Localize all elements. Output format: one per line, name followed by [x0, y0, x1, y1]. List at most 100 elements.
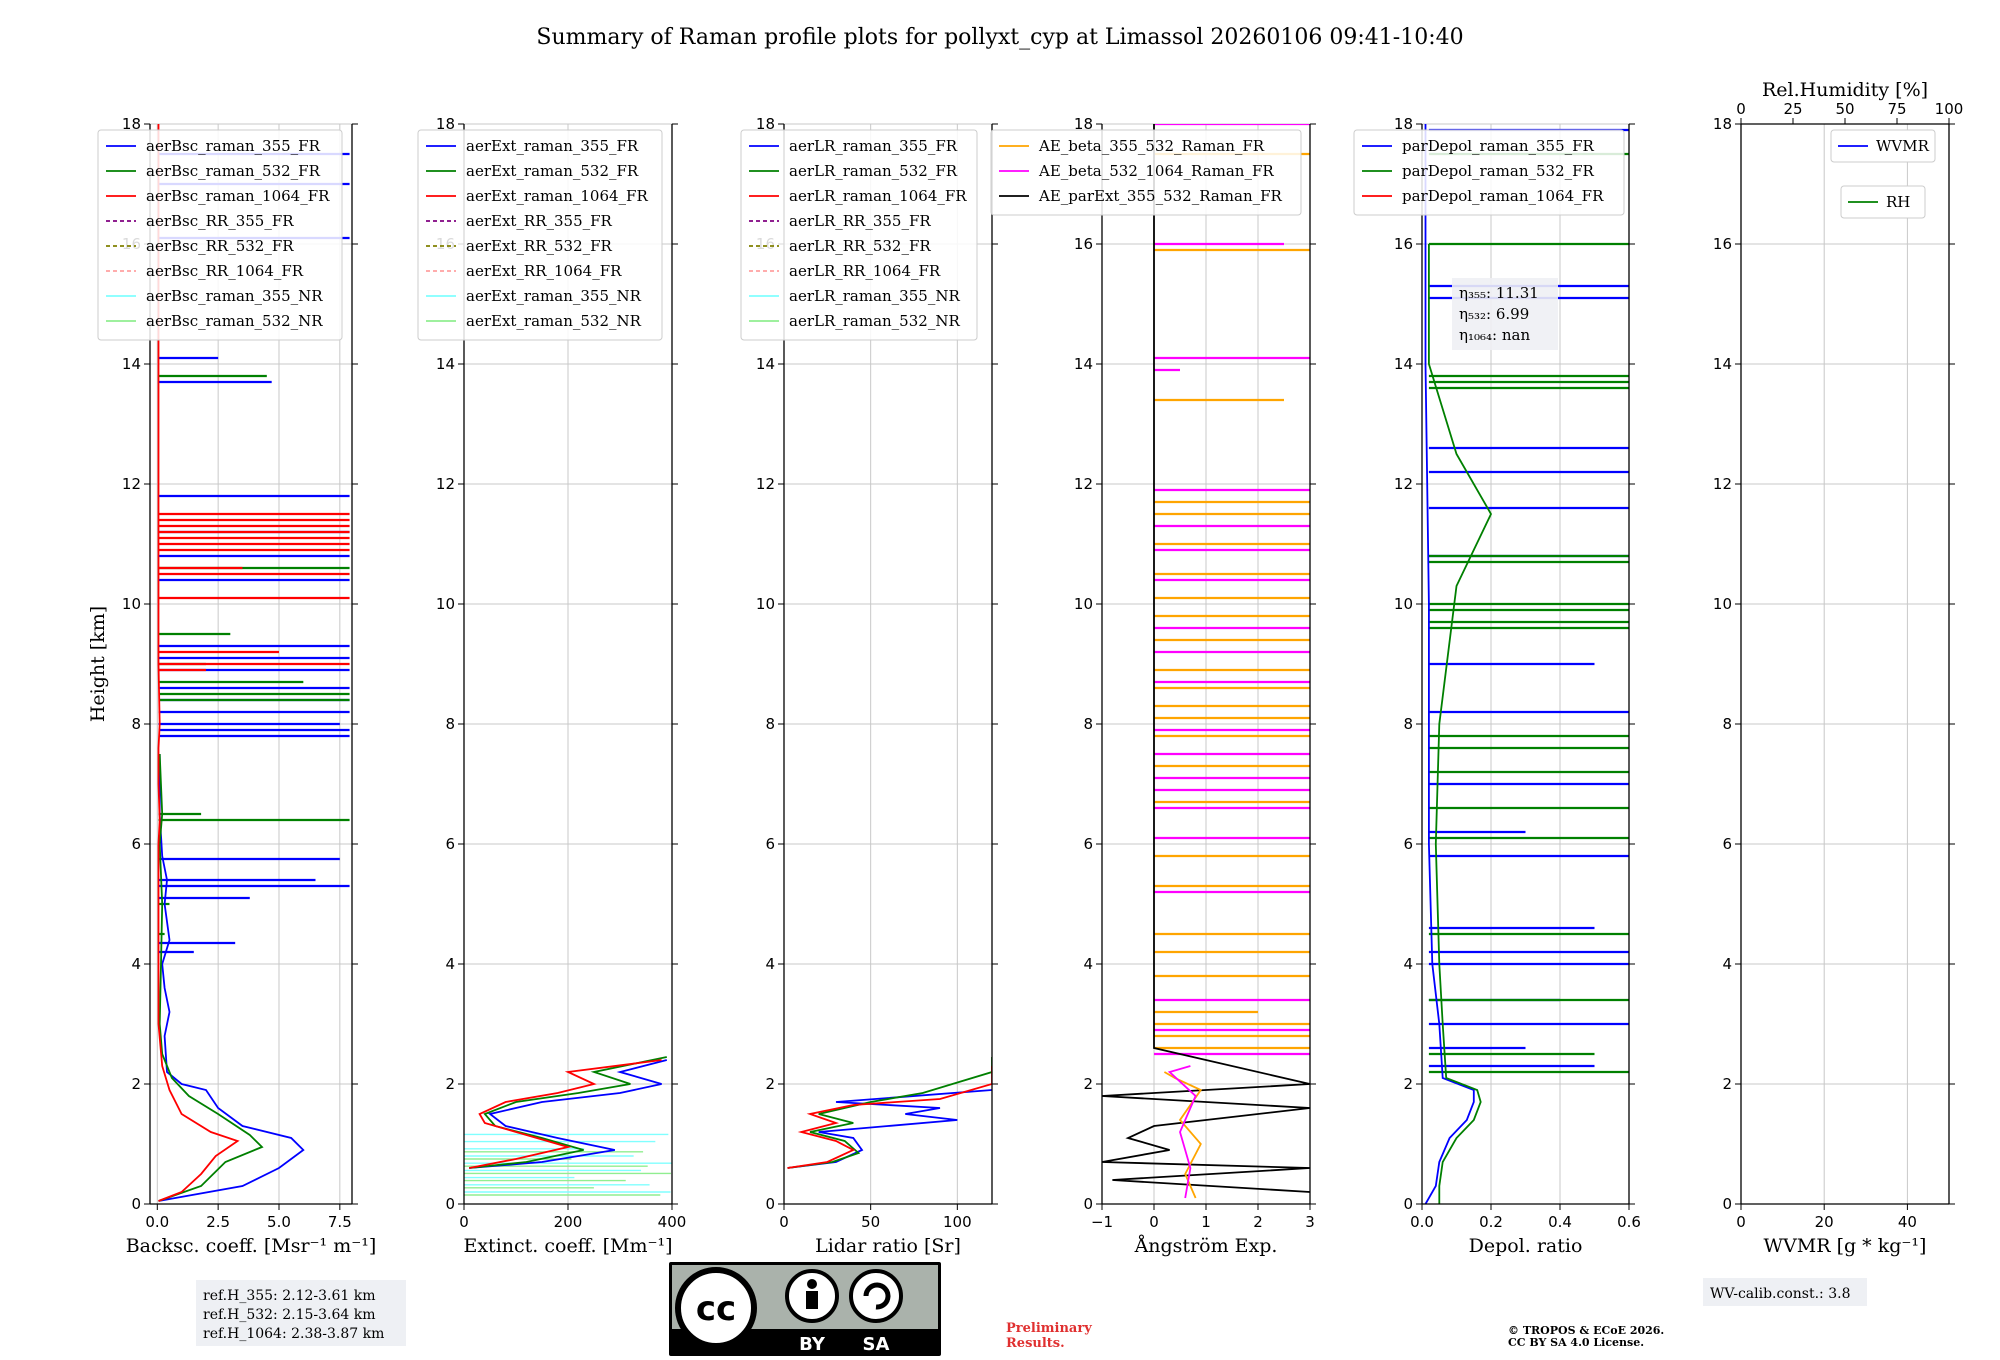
- legend-label: AE_beta_355_532_Raman_FR: [1038, 137, 1265, 155]
- by-icon-head: [807, 1279, 817, 1289]
- x-tick-label: 0: [1149, 1213, 1159, 1231]
- series-line-aerBsc_raman_532_FR: [158, 753, 264, 1202]
- sa-label: SA: [863, 1334, 890, 1355]
- x-tick-label: 0: [779, 1213, 789, 1231]
- legend-label: aerBsc_RR_1064_FR: [146, 262, 304, 280]
- legend-lr: aerLR_raman_355_FR aerLR_raman_532_FR aerL…: [740, 129, 978, 341]
- y-tick-label: 8: [1722, 715, 1732, 733]
- x-tick-label: 100: [943, 1213, 972, 1231]
- x-tick-label: 50: [861, 1213, 880, 1231]
- y-tick-label: 12: [122, 475, 141, 493]
- legend-label: aerBsc_raman_355_NR: [146, 287, 323, 305]
- legend-wv: WVMR RH: [1830, 129, 1936, 219]
- y-tick-label: 14: [1074, 355, 1093, 373]
- y-tick-label: 14: [1394, 355, 1413, 373]
- y-tick-label: 8: [1083, 715, 1093, 733]
- y-tick-label: 0: [765, 1195, 775, 1213]
- wv-calib-text: WV-calib.const.: 3.8: [1710, 1286, 1850, 1302]
- panel-lr: 024681012141618050100Lidar ratio [Sr]aer…: [740, 115, 998, 1257]
- x-tick-label: 0.6: [1617, 1213, 1641, 1231]
- y-tick-label: 8: [131, 715, 141, 733]
- series-line-aerExt_raman_532_FR: [469, 1056, 667, 1169]
- y-tick-label: 8: [1403, 715, 1413, 733]
- x-tick-label: 2.5: [206, 1213, 230, 1231]
- y-tick-label: 0: [131, 1195, 141, 1213]
- legend-label: aerLR_RR_532_FR: [789, 237, 931, 255]
- legend-label: aerLR_raman_355_FR: [789, 137, 958, 155]
- series-line-aerExt_raman_1064_FR: [469, 1059, 662, 1169]
- annotation-line: η₃₅₅: 11.31: [1459, 284, 1539, 302]
- x-tick-label: −1: [1091, 1213, 1113, 1231]
- legend-label: AE_parExt_355_532_Raman_FR: [1038, 187, 1283, 205]
- y-tick-label: 4: [1403, 955, 1413, 973]
- y-tick-label: 18: [122, 115, 141, 133]
- legend-label: RH: [1886, 193, 1910, 211]
- x-tick-label: 3: [1305, 1213, 1315, 1231]
- legend-label: aerBsc_raman_532_NR: [146, 312, 323, 330]
- x-axis-label-depol: Depol. ratio: [1469, 1235, 1583, 1257]
- y-tick-label: 6: [131, 835, 141, 853]
- top-x-axis-label: Rel.Humidity [%]: [1762, 79, 1928, 101]
- legend-label: aerExt_RR_355_FR: [466, 212, 613, 230]
- legend-bsc: aerBsc_raman_355_FR aerBsc_raman_532_FRae…: [97, 129, 343, 341]
- y-tick-label: 14: [122, 355, 141, 373]
- by-label: BY: [799, 1334, 826, 1355]
- x-tick-label: 200: [554, 1213, 583, 1231]
- y-tick-label: 10: [756, 595, 775, 613]
- y-tick-label: 10: [1713, 595, 1732, 613]
- sa-icon: [849, 1269, 903, 1323]
- legend-label: parDepol_raman_1064_FR: [1402, 187, 1604, 205]
- y-tick-label: 14: [1713, 355, 1732, 373]
- y-tick-label: 2: [445, 1075, 455, 1093]
- y-tick-label: 4: [1722, 955, 1732, 973]
- panel-depol: 0 2 4 6 8 10 12 14 16 18 0.0 0.2 0.4 0.6 Depol. ratio p…: [1353, 115, 1641, 1257]
- legend-ext: aerExt_raman_355_FR aerExt_raman_532_FRae…: [417, 129, 663, 341]
- x-tick-label: 2: [1253, 1213, 1263, 1231]
- y-tick-label: 18: [756, 115, 775, 133]
- copyright-line-2: CC BY SA 4.0 License.: [1508, 1336, 1644, 1349]
- plot-area-ext: [464, 1056, 672, 1196]
- y-tick-label: 12: [756, 475, 775, 493]
- y-tick-label: 0: [1722, 1195, 1732, 1213]
- y-tick-label: 6: [1083, 835, 1093, 853]
- cc-text: cc: [696, 1289, 736, 1329]
- x-tick-label: 0.4: [1548, 1213, 1572, 1231]
- legend-ae: AE_beta_355_532_Raman_FR AE_beta_532_1064…: [990, 129, 1302, 216]
- y-tick-label: 4: [765, 955, 775, 973]
- y-tick-label: 18: [436, 115, 455, 133]
- series-line-aerBsc_raman_1064_FR: [157, 124, 240, 1202]
- x-tick-label: 0: [1736, 1213, 1746, 1231]
- y-tick-label: 12: [1074, 475, 1093, 493]
- preliminary-label: Preliminary: [1006, 1321, 1092, 1336]
- x-tick-label: 0.0: [1410, 1213, 1434, 1231]
- legend-label: parDepol_raman_355_FR: [1402, 137, 1595, 155]
- legend-label: aerBsc_RR_532_FR: [146, 237, 294, 255]
- x-axis-label-ae: Ångström Exp.: [1134, 1235, 1278, 1257]
- x-tick-label: 7.5: [328, 1213, 352, 1231]
- series-line-aerLR_raman_532_FR: [787, 1057, 992, 1169]
- y-tick-label: 2: [1403, 1075, 1413, 1093]
- y-tick-label: 10: [1394, 595, 1413, 613]
- chart-title: Summary of Raman profile plots for polly…: [536, 25, 1463, 50]
- series-line-AE_beta_532_1064_Raman_FR: [1167, 1065, 1197, 1199]
- reference-heights-background: [196, 1280, 406, 1346]
- legend-label: aerExt_raman_355_NR: [466, 287, 642, 305]
- legend-depol: parDepol_raman_355_FR parDepol_raman_532_…: [1353, 129, 1625, 216]
- annotation-line: η₁₀₆₄: nan: [1459, 326, 1530, 344]
- y-tick-label: 18: [1713, 115, 1732, 133]
- y-tick-label: 4: [445, 955, 455, 973]
- legend-label: aerLR_raman_1064_FR: [789, 187, 967, 205]
- legend-label: aerLR_raman_532_FR: [789, 162, 958, 180]
- y-tick-label: 12: [1713, 475, 1732, 493]
- x-axis-label-lr: Lidar ratio [Sr]: [815, 1235, 961, 1257]
- series-line-aerBsc_raman_355_FR: [158, 754, 305, 1202]
- legend-label: aerLR_raman_355_NR: [789, 287, 960, 305]
- y-tick-label: 12: [436, 475, 455, 493]
- legend-box: [1830, 129, 1936, 163]
- legend-box: [97, 129, 343, 341]
- sa-icon-arrow: [863, 1282, 891, 1310]
- y-tick-label: 0: [1403, 1195, 1413, 1213]
- legend-label: aerExt_RR_1064_FR: [466, 262, 622, 280]
